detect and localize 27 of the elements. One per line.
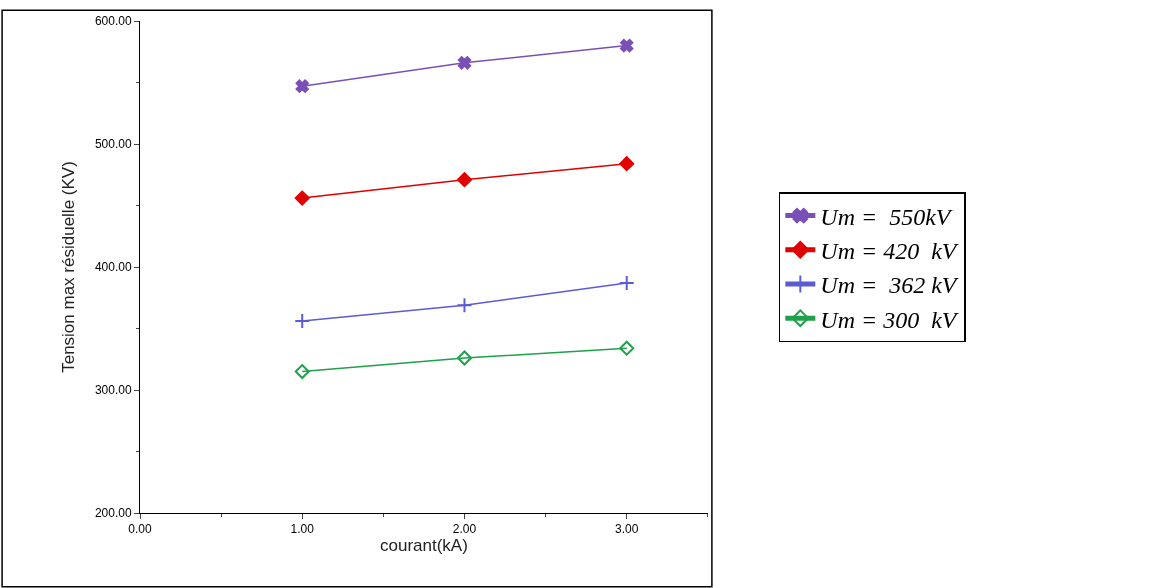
point — [618, 274, 635, 291]
x-tick-label: 2.00 — [452, 522, 477, 537]
y-tick-label: 600.00 — [94, 14, 132, 29]
legend-label: Um = 300 kV — [820, 306, 959, 333]
y-axis-title: Tension max résiduelle (KV) — [59, 161, 79, 373]
y-tick-label: 400.00 — [94, 260, 132, 275]
x-axis-title: courant(kA) — [379, 536, 468, 556]
point — [294, 364, 310, 380]
y-tick-label: 300.00 — [94, 383, 132, 398]
point — [619, 340, 635, 356]
point — [456, 297, 473, 314]
x-tick-label: 1.00 — [290, 522, 315, 537]
y-tick-label: 200.00 — [94, 506, 132, 521]
legend-label: Um = 420 kV — [820, 238, 959, 265]
legend-label: Um = 550kV — [820, 203, 953, 230]
point — [294, 313, 311, 330]
point — [619, 156, 635, 172]
y-tick-label: 500.00 — [94, 137, 132, 152]
point — [294, 190, 310, 206]
legend-label: Um = 362 kV — [820, 272, 959, 299]
point — [295, 79, 309, 93]
point — [457, 56, 472, 70]
point — [456, 350, 472, 366]
point — [620, 38, 634, 53]
x-tick-label: 3.00 — [615, 522, 639, 537]
point — [456, 172, 472, 188]
x-tick-label: 0.00 — [128, 522, 152, 537]
